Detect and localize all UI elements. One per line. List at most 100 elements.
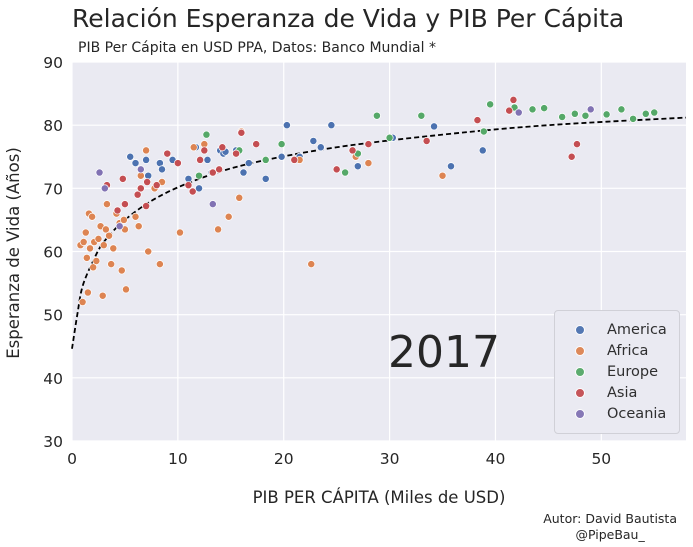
point-asia [573,140,581,149]
y-tick-label: 70 [43,180,63,198]
point-america [142,155,151,164]
point-oceania [100,184,109,193]
chart-title: Relación Esperanza de Vida y PIB Per Cáp… [72,4,625,33]
point-asia [173,159,182,168]
point-asia [152,181,161,190]
point-asia [133,190,142,199]
point-africa [119,215,128,224]
legend-marker-oceania [575,409,585,419]
point-asia [332,165,341,174]
point-europe [202,130,211,139]
point-asia [208,168,217,177]
point-africa [235,193,244,202]
x-tick-label: 10 [168,450,188,468]
point-africa [307,260,316,269]
point-oceania [115,222,124,231]
legend-label-asia: Asia [607,385,638,401]
point-europe [602,110,611,119]
point-asia [232,149,241,158]
point-europe [528,105,537,114]
point-asia [505,106,514,115]
point-europe [581,111,590,120]
legend-label-oceania: Oceania [607,406,667,422]
point-europe [617,105,626,114]
point-asia [184,181,193,190]
point-america [430,122,438,131]
year-annotation: 2017 [388,327,500,378]
y-tick-label: 30 [43,433,63,451]
point-africa [189,143,198,152]
point-europe [486,100,495,109]
point-america [195,184,203,193]
legend-item-africa: Africa [555,341,648,361]
point-africa [88,212,97,221]
point-africa [82,253,91,262]
scatter-points [76,95,659,306]
point-europe [372,111,381,120]
point-america [282,121,291,130]
point-america [478,146,487,155]
legend-item-europe: Europe [555,362,658,382]
point-america [353,162,362,171]
point-america [126,152,135,161]
point-america [447,162,455,171]
trend-line [71,116,687,349]
point-america [158,165,166,174]
legend-marker-africa [575,346,585,356]
point-asia [163,149,172,158]
legend-marker-america [575,325,585,335]
point-africa [101,225,110,234]
legend-label-africa: Africa [607,343,649,359]
point-asia [422,137,431,145]
point-asia [136,184,145,193]
point-america [309,137,318,145]
point-europe [540,104,549,113]
point-africa [176,228,184,237]
point-asia [142,202,151,210]
point-africa [364,159,373,168]
point-africa [107,260,116,269]
legend-label-europe: Europe [607,364,658,380]
point-europe [650,108,659,117]
point-asia [215,165,224,174]
point-africa [78,298,87,306]
point-africa [131,212,140,221]
point-africa [155,260,164,269]
point-europe [261,155,270,164]
point-america [239,168,248,177]
legend-item-oceania: Oceania [555,404,666,424]
x-tick-label: 20 [274,450,294,468]
point-africa [144,247,153,256]
point-america [316,143,325,152]
point-europe [277,140,286,149]
x-axis-label: PIB PER CÁPITA (Miles de USD) [253,488,506,507]
y-tick-label: 60 [43,244,63,262]
point-africa [117,266,126,275]
point-asia [120,200,129,209]
legend: America Africa Europe Asia Oceania [554,310,680,434]
point-asia [567,152,576,161]
point-europe [479,127,488,136]
point-africa [214,225,223,234]
point-asia [218,143,227,152]
legend-item-asia: Asia [555,383,637,403]
y-tick-label: 80 [43,117,63,135]
point-asia [188,187,197,196]
point-oceania [136,165,145,174]
legend-item-america: America [555,320,667,340]
credit-author: Autor: David Bautista [543,511,677,526]
legend-marker-asia [575,388,585,398]
x-tick-label: 0 [67,450,77,468]
x-tick-label: 40 [486,450,506,468]
point-europe [629,114,638,123]
point-europe [570,109,579,118]
x-tick-label: 50 [591,450,611,468]
point-america [277,152,286,161]
point-africa [79,238,88,246]
point-america [131,159,140,168]
point-europe [417,111,426,120]
point-oceania [514,108,523,117]
point-europe [641,109,650,118]
point-asia [143,178,152,186]
